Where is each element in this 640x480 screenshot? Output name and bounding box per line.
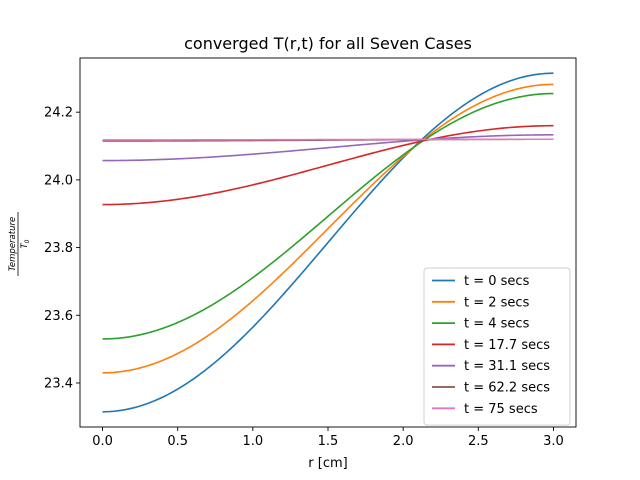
y-tick-label: 23.4: [44, 376, 73, 391]
legend-label: t = 62.2 secs: [464, 381, 550, 396]
y-axis-label: Temperature T0: [8, 212, 31, 276]
legend-label: t = 2 secs: [464, 295, 530, 310]
axes: 0.0 0.5 1.0 1.5 2.0 2.5 3.0 23.4 23.6 23.8 24.0 24.…: [44, 57, 577, 449]
y-tick-label: 23.8: [44, 241, 73, 256]
series-line-0: [102, 72, 554, 413]
x-tick-label: 2.0: [393, 434, 414, 449]
x-tick-label: 3.0: [543, 434, 564, 449]
x-tick-label: 0.0: [92, 434, 113, 449]
plot-area: [102, 72, 554, 413]
x-axis-label: r [cm]: [308, 456, 347, 471]
series-line-2: [102, 92, 554, 340]
legend-label: t = 31.1 secs: [464, 359, 550, 374]
series-line-1: [102, 83, 554, 374]
legend-label: t = 75 secs: [464, 402, 538, 417]
chart-title: converged T(r,t) for all Seven Cases: [184, 34, 472, 53]
svg-text:T0: T0: [20, 239, 31, 248]
y-axis-label-numerator: Temperature: [8, 217, 18, 271]
legend-label: t = 4 secs: [464, 317, 530, 332]
legend-label: t = 17.7 secs: [464, 338, 550, 353]
x-tick-label: 1.5: [318, 434, 339, 449]
series-line-3: [102, 124, 554, 206]
series-line-4: [102, 134, 554, 162]
legend-box: [423, 267, 571, 426]
y-tick-label: 24.2: [44, 106, 73, 121]
series-line-6: [102, 138, 554, 141]
legend: t = 0 secs t = 2 secs t = 4 secs t = 17.7 s…: [423, 267, 571, 426]
y-tick-label: 23.6: [44, 309, 73, 324]
x-tick-label: 1.0: [243, 434, 264, 449]
y-tick-label: 24.0: [44, 173, 73, 188]
legend-label: t = 0 secs: [464, 274, 530, 289]
x-tick-label: 2.5: [468, 434, 489, 449]
x-tick-label: 0.5: [167, 434, 188, 449]
y-axis-label-subscript: 0: [24, 239, 31, 243]
y-axis-label-denominator: T: [20, 243, 30, 249]
